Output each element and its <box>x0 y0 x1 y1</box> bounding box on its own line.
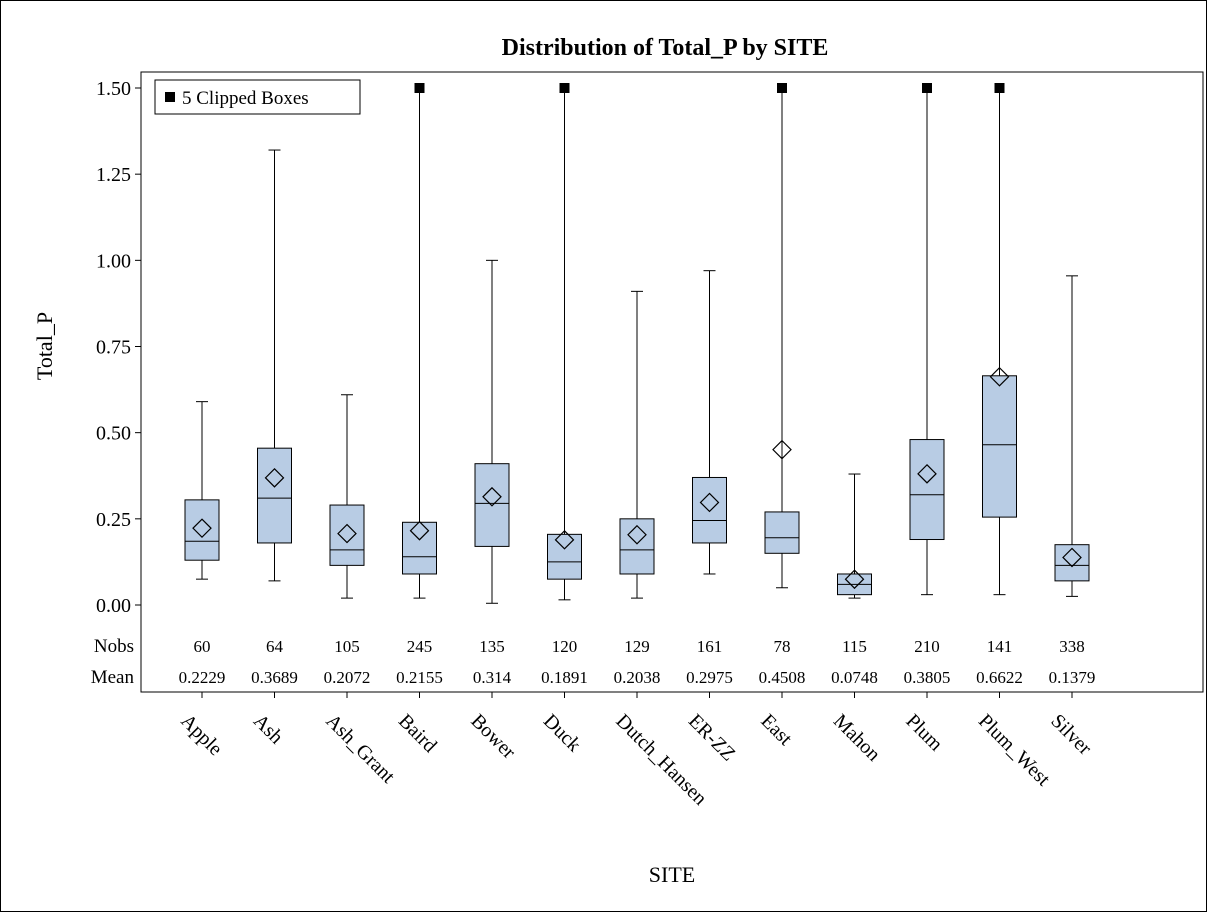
iqr-box <box>619 518 655 575</box>
iqr-box <box>547 533 582 580</box>
iqr-box <box>184 499 220 561</box>
nobs-value: 60 <box>194 637 211 656</box>
clipped-marker <box>994 83 1005 93</box>
mean-value: 0.2229 <box>179 668 226 687</box>
box-plum-west <box>982 83 1017 596</box>
iqr-box <box>329 504 365 566</box>
nobs-value: 115 <box>842 637 867 656</box>
mean-value: 0.1379 <box>1049 668 1096 687</box>
stats-table: Nobs Mean 60 0.2229 64 0.3689 105 0.2072 245 0.… <box>91 636 1096 688</box>
iqr-box <box>982 375 1017 518</box>
mean-marker <box>554 529 575 550</box>
iqr-box <box>474 463 510 547</box>
y-tick-label: 1.25 <box>96 164 131 186</box>
y-axis: 0.00 0.25 0.50 0.75 1.00 1.25 1.50 <box>96 78 141 617</box>
nobs-value: 161 <box>697 637 723 656</box>
box-east <box>764 83 800 589</box>
mean-marker <box>844 569 865 590</box>
iqr-box <box>909 439 945 541</box>
plot-area <box>140 71 1204 693</box>
mean-marker <box>627 524 647 545</box>
mean-row-label: Mean <box>91 667 135 688</box>
y-tick-label: 0.50 <box>96 423 131 445</box>
nobs-value: 338 <box>1059 637 1085 656</box>
mean-marker <box>1062 547 1082 568</box>
legend-label: 5 Clipped Boxes <box>182 88 309 109</box>
clipped-marker <box>777 83 787 93</box>
nobs-value: 129 <box>624 637 650 656</box>
iqr-box <box>257 447 292 544</box>
iqr-box <box>1054 544 1090 582</box>
box-bower <box>474 259 510 604</box>
nobs-value: 78 <box>774 637 791 656</box>
mean-marker <box>482 486 502 507</box>
x-axis-title: SITE <box>649 862 695 887</box>
y-tick-label: 0.25 <box>96 509 131 531</box>
mean-value: 0.2975 <box>686 668 733 687</box>
mean-marker <box>337 523 357 544</box>
nobs-value: 245 <box>407 637 433 656</box>
iqr-box <box>402 521 437 575</box>
box-ash-grant <box>329 394 365 599</box>
mean-marker <box>264 468 285 488</box>
nobs-value: 135 <box>479 637 505 656</box>
mean-marker <box>192 518 212 539</box>
box-series <box>184 83 1090 604</box>
nobs-value: 120 <box>552 637 578 656</box>
y-tick-label: 0.75 <box>96 337 131 359</box>
box-baird <box>402 83 437 599</box>
nobs-row-label: Nobs <box>94 636 134 657</box>
mean-marker <box>989 366 1010 387</box>
box-apple <box>184 401 220 580</box>
box-silver <box>1054 275 1090 597</box>
mean-value: 0.1891 <box>541 668 588 687</box>
mean-value: 0.0748 <box>831 668 878 687</box>
box-duck <box>547 83 582 601</box>
mean-value: 0.2155 <box>396 668 443 687</box>
iqr-box <box>764 511 800 554</box>
nobs-value: 64 <box>266 637 284 656</box>
mean-marker <box>917 464 937 484</box>
mean-marker <box>409 520 430 541</box>
y-tick-label: 0.00 <box>96 595 131 617</box>
legend: 5 Clipped Boxes <box>154 79 361 115</box>
clipped-marker <box>559 83 570 93</box>
mean-value: 0.6622 <box>976 668 1023 687</box>
box-er-zz <box>692 270 727 575</box>
mean-marker <box>772 439 792 460</box>
mean-value: 0.314 <box>473 668 512 687</box>
mean-marker <box>699 492 720 513</box>
y-tick-label: 1.00 <box>96 250 131 272</box>
nobs-value: 105 <box>334 637 360 656</box>
box-plum <box>909 83 945 596</box>
box-ash <box>257 149 292 582</box>
mean-value: 0.2038 <box>614 668 661 687</box>
chart-title: Distribution of Total_P by SITE <box>502 35 829 61</box>
clipped-marker <box>414 83 425 93</box>
y-axis-title: Total_P <box>32 312 57 380</box>
nobs-value: 210 <box>914 637 940 656</box>
box-dutch-hansen <box>619 290 655 599</box>
iqr-box <box>692 476 727 544</box>
legend-clipped-marker <box>165 92 175 102</box>
mean-value: 0.2072 <box>324 668 371 687</box>
clipped-marker <box>922 83 932 93</box>
box-mahon <box>837 473 872 599</box>
mean-value: 0.4508 <box>759 668 806 687</box>
mean-value: 0.3805 <box>904 668 951 687</box>
mean-value: 0.3689 <box>251 668 298 687</box>
nobs-value: 141 <box>987 637 1013 656</box>
y-tick-label: 1.50 <box>96 78 131 100</box>
legend-box <box>154 79 361 115</box>
